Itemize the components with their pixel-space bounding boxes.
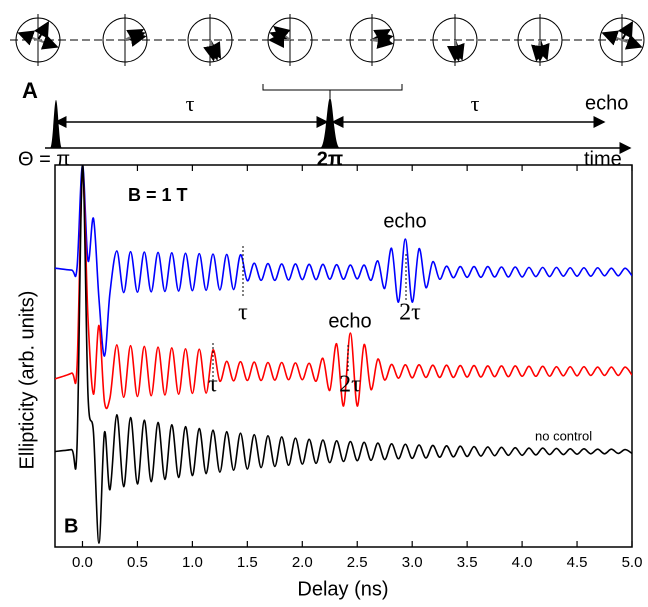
plot-area: [55, 165, 632, 544]
axis-label: time: [584, 148, 622, 170]
pulse-label: 2π: [317, 148, 343, 170]
echo-label: echo: [585, 92, 628, 114]
markers: [212, 246, 407, 385]
pulse: [320, 98, 340, 148]
tau-label: τ: [186, 91, 195, 116]
annotation: τ: [208, 372, 218, 398]
spin-arrow: [601, 30, 623, 46]
spin-arrow: [34, 20, 49, 41]
x-tick-label: 4.5: [567, 554, 588, 571]
spin-arrow: [618, 20, 633, 41]
x-tick-label: 5.0: [622, 554, 643, 571]
annotation: τ: [238, 300, 248, 326]
spin-arrow: [124, 29, 145, 44]
x-tick-label: 1.0: [182, 554, 203, 571]
y-axis-label: Ellipticity (arb. units): [16, 291, 38, 470]
panel-label: B: [64, 515, 78, 537]
spin-arrow: [371, 33, 394, 49]
annotation: echo: [383, 210, 426, 232]
annotation: 2τ: [399, 300, 421, 326]
x-tick-label: 1.5: [237, 554, 258, 571]
data-line: [55, 171, 632, 410]
x-tick-label: 0.5: [127, 554, 148, 571]
panel-label: A: [22, 78, 38, 103]
spin-arrow: [17, 30, 39, 46]
data-line: [55, 165, 632, 544]
pulse-label: Θ = π: [18, 148, 70, 170]
annotation: 2τ: [339, 372, 361, 398]
x-tick-label: 2.5: [347, 554, 368, 571]
x-tick-label: 2.0: [292, 554, 313, 571]
spin-arrow: [621, 34, 643, 50]
x-tick-label: 4.0: [512, 554, 533, 571]
x-tick-label: 0.0: [72, 554, 93, 571]
x-tick-label: 3.5: [457, 554, 478, 571]
annotation: B = 1 T: [128, 185, 188, 205]
data-line: [55, 165, 632, 357]
bracket: [262, 84, 403, 98]
annotation: echo: [328, 310, 371, 332]
annotation: no control: [535, 428, 592, 443]
bloch-spheres: [10, 14, 645, 66]
pulse: [50, 100, 62, 148]
spin-arrow: [534, 39, 550, 61]
x-axis-label: Delay (ns): [297, 578, 388, 600]
tau-label: τ: [471, 91, 480, 116]
x-tick-label: 3.0: [402, 554, 423, 571]
spin-arrow: [37, 34, 59, 50]
spin-arrow: [203, 39, 219, 62]
plot-frame: [54, 164, 633, 548]
spin-arrow: [531, 39, 547, 62]
